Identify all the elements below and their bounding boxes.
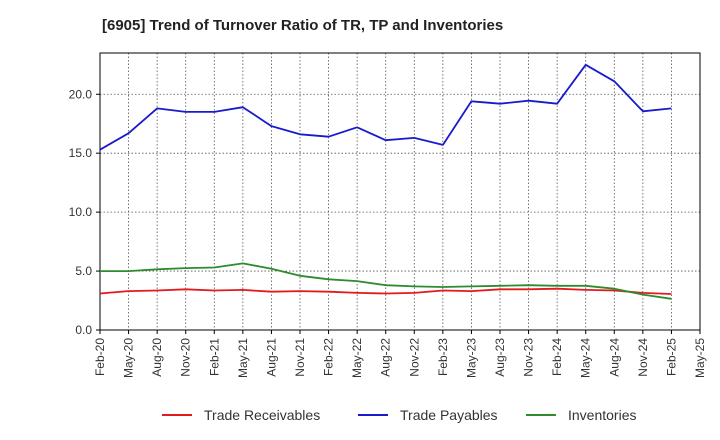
x-tick-label: Feb-20 bbox=[93, 338, 107, 376]
y-tick-label: 10.0 bbox=[69, 205, 93, 219]
x-tick-label: May-20 bbox=[122, 338, 136, 378]
x-tick-label: Aug-20 bbox=[150, 338, 164, 377]
x-tick-label: Feb-25 bbox=[664, 338, 678, 376]
x-tick-label: Nov-21 bbox=[293, 338, 307, 377]
x-tick-label: May-24 bbox=[579, 338, 593, 378]
grid bbox=[100, 53, 700, 330]
x-tick-label: Feb-23 bbox=[436, 338, 450, 376]
x-tick-label: May-25 bbox=[693, 338, 707, 378]
y-tick-label: 20.0 bbox=[69, 87, 93, 101]
series-group bbox=[99, 63, 672, 300]
plot-area bbox=[99, 52, 701, 331]
chart-title: [6905] Trend of Turnover Ratio of TR, TP… bbox=[102, 17, 503, 34]
series-line-inventories bbox=[100, 262, 672, 300]
x-tick-label: Nov-22 bbox=[407, 338, 421, 377]
legend-label-trade-payables: Trade Payables bbox=[400, 407, 498, 423]
x-tick-label: Feb-24 bbox=[550, 338, 564, 376]
y-tick-label: 15.0 bbox=[69, 146, 93, 160]
x-tick-label: Feb-21 bbox=[207, 338, 221, 376]
x-tick-label: Aug-23 bbox=[493, 338, 507, 377]
x-tick-label: Feb-22 bbox=[322, 338, 336, 376]
x-tick-label: Aug-21 bbox=[264, 338, 278, 377]
series-line-trade-receivables bbox=[99, 287, 672, 295]
legend: Trade Receivables Trade Payables Inventori… bbox=[162, 407, 636, 423]
x-tick-label: Nov-24 bbox=[636, 338, 650, 377]
legend-label-trade-receivables: Trade Receivables bbox=[204, 407, 320, 423]
x-tick-label: Aug-24 bbox=[607, 338, 621, 377]
x-tick-label: Nov-23 bbox=[522, 338, 536, 377]
x-tick-label: Aug-22 bbox=[379, 338, 393, 377]
legend-label-inventories: Inventories bbox=[568, 407, 636, 423]
x-tick-label: May-21 bbox=[236, 338, 250, 378]
y-axis: 0.0 5.0 10.0 15.0 20.0 bbox=[69, 87, 100, 337]
y-tick-label: 5.0 bbox=[75, 264, 92, 278]
x-tick-label: May-22 bbox=[350, 338, 364, 378]
x-tick-label: May-23 bbox=[464, 338, 478, 378]
series-line-trade-payables bbox=[99, 63, 672, 151]
y-tick-label: 0.0 bbox=[75, 323, 92, 337]
x-axis: Feb-20 May-20 Aug-20 Nov-20 Feb-21 May-21 Aug-… bbox=[93, 330, 707, 378]
x-tick-label: Nov-20 bbox=[179, 338, 193, 377]
